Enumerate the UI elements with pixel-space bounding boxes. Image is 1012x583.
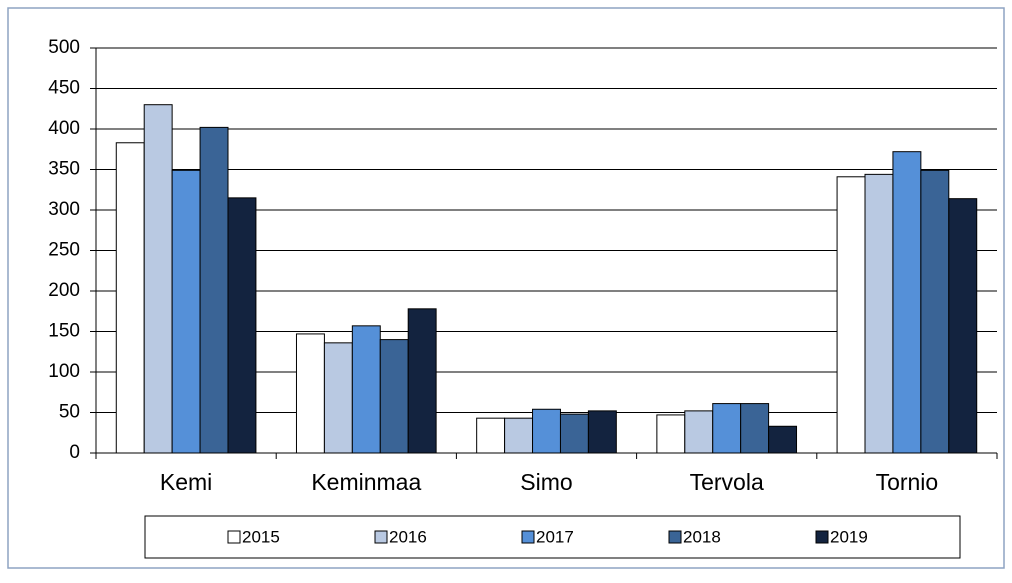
legend-swatch (521, 530, 535, 544)
y-tick-label: 50 (59, 402, 80, 423)
legend-label: 2016 (389, 527, 427, 546)
y-tick-label: 0 (69, 442, 80, 463)
bar (323, 342, 353, 454)
legend-label: 2019 (830, 527, 868, 546)
bar (115, 142, 145, 454)
bar (407, 308, 437, 454)
bar (351, 325, 381, 454)
bar (476, 417, 506, 454)
bar (656, 414, 686, 454)
legend-swatch (227, 530, 241, 544)
bar (864, 173, 894, 454)
x-tick-label: Tornio (876, 469, 939, 495)
bar (199, 126, 229, 454)
bar (379, 339, 409, 454)
y-tick-label: 150 (48, 321, 80, 342)
bar (532, 408, 561, 454)
bar (768, 425, 798, 454)
y-tick-label: 500 (48, 37, 80, 58)
y-tick-label: 300 (48, 199, 80, 220)
legend-swatch (374, 530, 388, 544)
bar (143, 104, 173, 454)
y-tick-label: 250 (48, 240, 80, 261)
bar (227, 197, 257, 454)
x-tick-label: Kemi (160, 469, 212, 495)
bar (559, 413, 589, 454)
y-tick-label: 200 (48, 280, 80, 301)
legend-swatch (668, 530, 682, 544)
bar (684, 410, 714, 454)
x-tick-label: Keminmaa (311, 469, 421, 495)
bar (295, 333, 325, 454)
legend-label: 2018 (683, 527, 721, 546)
y-tick-label: 350 (48, 159, 80, 180)
legend-swatch (815, 530, 829, 544)
bar (836, 176, 866, 454)
bar (892, 151, 922, 454)
bar (587, 410, 617, 454)
x-tick-label: Tervola (690, 469, 764, 495)
y-tick-label: 100 (48, 361, 80, 382)
legend-label: 2015 (242, 527, 280, 546)
bar (171, 169, 201, 454)
x-tick-label: Simo (520, 469, 572, 495)
y-tick-label: 450 (48, 78, 80, 99)
bar (948, 198, 978, 454)
bar (504, 417, 534, 454)
bar (712, 403, 742, 454)
legend-label: 2017 (536, 527, 574, 546)
bar (920, 169, 950, 454)
bar (740, 403, 770, 454)
y-tick-label: 400 (48, 118, 80, 139)
